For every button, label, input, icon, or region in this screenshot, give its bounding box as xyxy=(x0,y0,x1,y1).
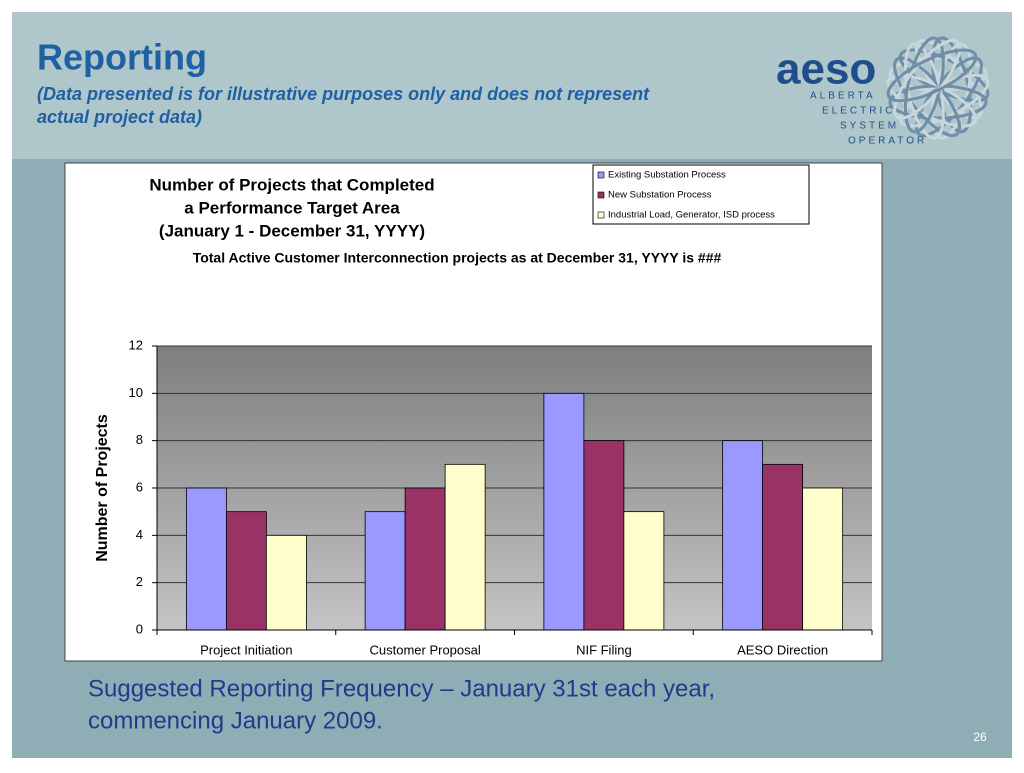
x-tick-label: NIF Filing xyxy=(576,642,632,657)
bar xyxy=(543,392,585,631)
bar xyxy=(185,487,227,631)
legend-swatch xyxy=(597,211,605,219)
footer-text: Suggested Reporting Frequency – January … xyxy=(88,675,715,702)
bar xyxy=(225,511,267,631)
logo-line: OPERATOR xyxy=(848,136,927,147)
y-tick-label: 8 xyxy=(136,432,143,447)
logo-line: SYSTEM xyxy=(840,121,899,132)
y-tick-label: 0 xyxy=(136,621,143,636)
bar xyxy=(265,534,307,631)
bar xyxy=(404,487,446,631)
y-tick-label: 12 xyxy=(129,337,143,352)
bar xyxy=(444,463,486,631)
legend-label: New Substation Process xyxy=(608,190,712,201)
logo-line: ALBERTA xyxy=(810,91,876,102)
x-tick-label: AESO Direction xyxy=(737,642,828,657)
bar xyxy=(762,463,804,631)
chart-title: Number of Projects that Completed xyxy=(149,175,434,194)
legend-label: Existing Substation Process xyxy=(608,170,726,181)
x-tick-label: Customer Proposal xyxy=(369,642,480,657)
y-tick-label: 4 xyxy=(136,527,143,542)
chart-title: a Performance Target Area xyxy=(184,198,400,217)
chart-subtitle: Total Active Customer Interconnection pr… xyxy=(193,250,722,266)
x-tick-label: Project Initiation xyxy=(200,642,293,657)
slide-title: Reporting xyxy=(37,37,207,78)
legend-label: Industrial Load, Generator, ISD process xyxy=(608,210,775,221)
y-tick-label: 10 xyxy=(129,385,143,400)
legend-box xyxy=(592,164,810,225)
y-tick-label: 6 xyxy=(136,479,143,494)
chart-title: (January 1 - December 31, YYYY) xyxy=(159,221,425,240)
y-axis-label: Number of Projects xyxy=(94,414,111,562)
legend-swatch xyxy=(597,191,605,199)
slide-subtitle: actual project data) xyxy=(37,107,202,127)
logo-line: ELECTRIC xyxy=(822,106,895,117)
bar xyxy=(802,487,844,631)
logo-text: aeso xyxy=(776,45,876,94)
bar xyxy=(364,511,406,631)
swirl-petal xyxy=(886,48,978,103)
slide-subtitle: (Data presented is for illustrative purp… xyxy=(37,84,650,104)
legend-swatch xyxy=(597,171,605,179)
logo-swirl xyxy=(886,36,990,140)
y-tick-label: 2 xyxy=(136,574,143,589)
bar xyxy=(722,440,764,631)
bar xyxy=(623,511,665,631)
footer-text: commencing January 2009. xyxy=(88,707,383,734)
header-band xyxy=(12,12,1012,159)
page-number: 26 xyxy=(973,730,987,744)
bar xyxy=(583,440,625,631)
